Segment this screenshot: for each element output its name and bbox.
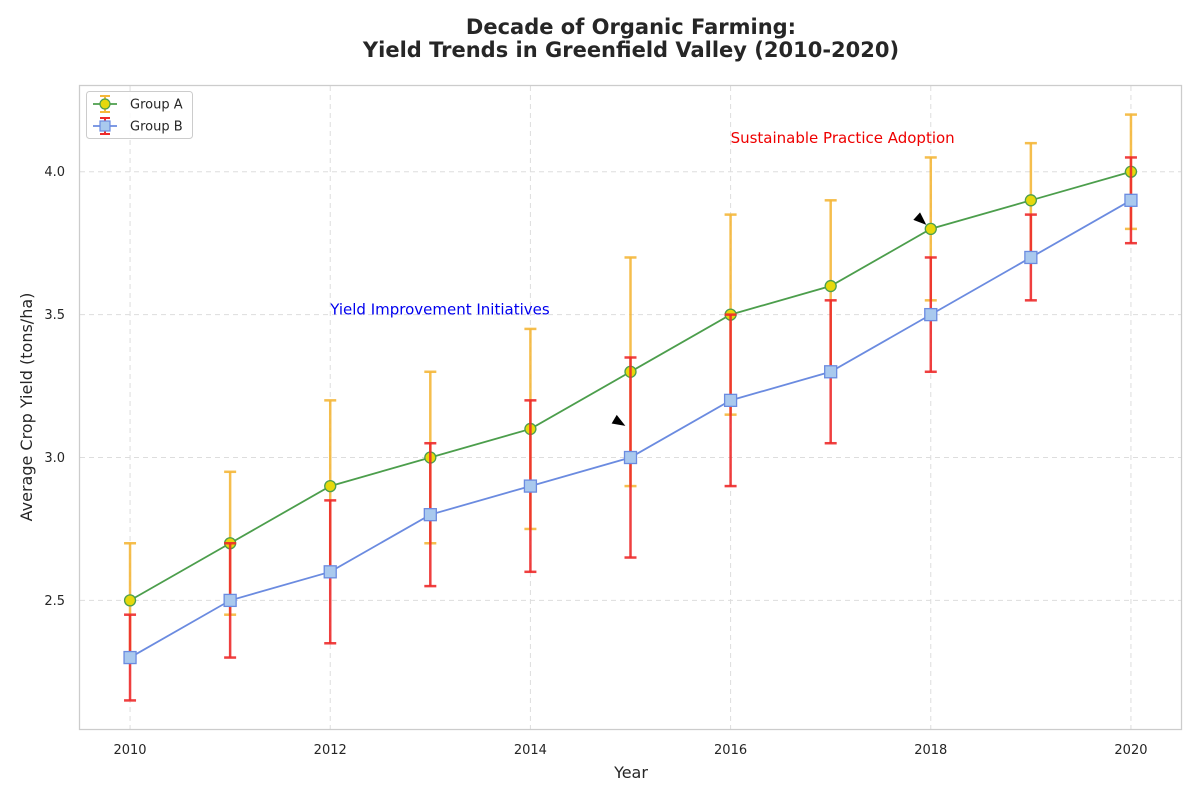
y-tick-label: 2.5 xyxy=(44,594,65,609)
group-b-point xyxy=(223,593,237,608)
annotations: Yield Improvement Initiatives Sustainable… xyxy=(329,129,955,426)
group-b-point xyxy=(623,450,638,465)
annotation-arrow-head xyxy=(913,212,927,225)
group-a-point xyxy=(123,594,137,607)
group-b-point xyxy=(1024,250,1038,265)
group-b-point xyxy=(423,508,437,522)
legend-marker-swatch xyxy=(99,120,111,132)
chart-title-line-1: Decade of Organic Farming: xyxy=(466,15,796,39)
group-b-point xyxy=(824,365,838,379)
group-b-point xyxy=(1124,193,1138,207)
y-axis-ticks: 2.5 3.0 3.5 4.0 xyxy=(44,165,65,609)
legend-entry-group-b: Group B xyxy=(93,117,183,135)
y-axis-label: Average Crop Yield (tons/ha) xyxy=(17,293,36,522)
annotation-text: Yield Improvement Initiatives xyxy=(329,301,550,319)
y-tick-label: 3.0 xyxy=(44,451,65,466)
x-tick-label: 2012 xyxy=(314,743,347,758)
legend-label: Group B xyxy=(130,120,183,135)
x-tick-label: 2014 xyxy=(514,743,547,758)
legend-label: Group A xyxy=(130,98,183,113)
group-b-series xyxy=(123,156,1138,702)
x-tick-label: 2016 xyxy=(714,743,747,758)
plot-series xyxy=(123,113,1138,702)
y-tick-label: 4.0 xyxy=(44,165,65,180)
group-a-point xyxy=(324,479,337,493)
annotation-text: Sustainable Practice Adoption xyxy=(731,129,955,147)
annotation-arrow-head xyxy=(611,414,626,426)
group-b-point xyxy=(323,565,337,579)
group-b-point xyxy=(523,479,538,493)
plot-area-frame xyxy=(78,84,1183,731)
y-tick-label: 3.5 xyxy=(44,308,65,323)
x-tick-label: 2018 xyxy=(914,743,947,758)
legend-marker-swatch xyxy=(99,98,111,110)
group-a-point xyxy=(1024,194,1038,207)
x-tick-label: 2020 xyxy=(1114,743,1147,758)
group-a-point xyxy=(924,222,937,236)
group-a-point xyxy=(824,279,837,293)
legend: Group A Group B xyxy=(86,91,193,139)
group-b-point xyxy=(123,650,137,665)
group-b-point xyxy=(924,307,938,322)
x-axis-ticks: 2010 2012 2014 2016 2018 2020 xyxy=(113,743,1147,758)
x-axis-label: Year xyxy=(613,763,648,782)
chart-title-line-2: Yield Trends in Greenfield Valley (2010-… xyxy=(362,38,899,62)
group-b-point xyxy=(723,393,738,408)
x-tick-label: 2010 xyxy=(113,743,146,758)
legend-entry-group-a: Group A xyxy=(93,95,183,113)
